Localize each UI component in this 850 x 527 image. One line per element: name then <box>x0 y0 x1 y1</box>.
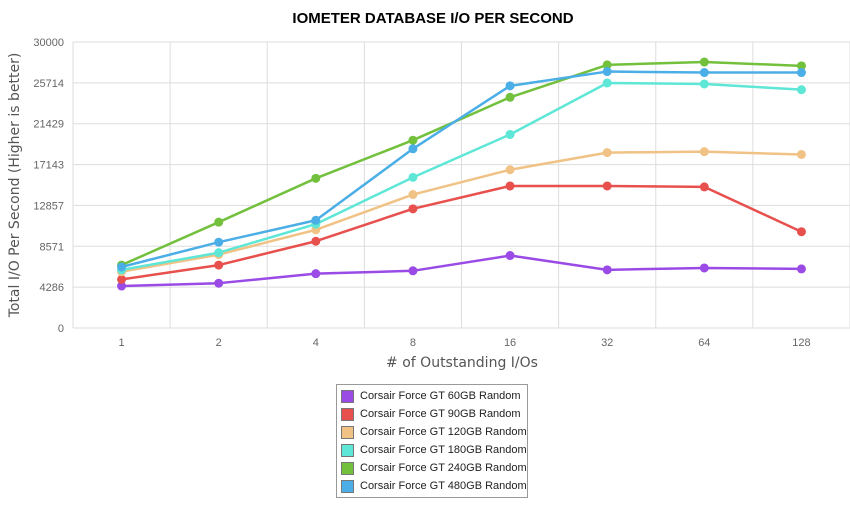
data-point[interactable] <box>699 182 709 192</box>
grid-lines <box>72 41 850 329</box>
data-point[interactable] <box>214 237 224 247</box>
chart-title: IOMETER DATABASE I/O PER SECOND <box>292 10 573 27</box>
legend-swatch <box>341 461 354 475</box>
series-line <box>121 81 802 272</box>
x-tick-label: 1 <box>119 337 125 349</box>
legend-label: Corsair Force GT 90GB Random <box>360 408 521 420</box>
data-point[interactable] <box>699 147 709 157</box>
data-point[interactable] <box>408 190 418 200</box>
data-point[interactable] <box>505 81 515 91</box>
y-axis-ticks: 0 4286 8571 12857 17143 21429 25714 30000 <box>33 37 64 335</box>
series-group <box>117 57 806 291</box>
series-6 <box>117 67 806 272</box>
data-point[interactable] <box>602 60 612 70</box>
data-point[interactable] <box>505 129 515 139</box>
legend-item[interactable]: Corsair Force GT 90GB Random <box>337 405 527 423</box>
y-tick-label: 4286 <box>40 282 64 294</box>
data-point[interactable] <box>214 260 224 270</box>
y-tick-label: 0 <box>58 323 64 335</box>
data-point[interactable] <box>699 68 709 78</box>
data-point[interactable] <box>796 68 806 78</box>
legend-swatch <box>341 443 354 457</box>
legend-swatch <box>341 389 354 403</box>
x-tick-label: 64 <box>698 337 710 349</box>
series-2 <box>117 181 806 284</box>
x-tick-label: 4 <box>313 337 319 349</box>
data-point[interactable] <box>602 148 612 158</box>
series-line <box>121 184 802 281</box>
data-point[interactable] <box>602 78 612 88</box>
series-1 <box>117 251 806 291</box>
data-point[interactable] <box>796 149 806 159</box>
y-axis-title: Total I/O Per Second (Higher is better) <box>7 53 23 319</box>
data-point[interactable] <box>214 248 224 258</box>
data-point[interactable] <box>214 278 224 288</box>
data-point[interactable] <box>796 227 806 237</box>
data-point[interactable] <box>699 57 709 67</box>
legend-item[interactable]: Corsair Force GT 120GB Random <box>337 423 527 441</box>
data-point[interactable] <box>311 269 321 279</box>
data-point[interactable] <box>408 172 418 182</box>
data-point[interactable] <box>602 67 612 77</box>
legend-item[interactable]: Corsair Force GT 180GB Random <box>337 441 527 459</box>
y-tick-label: 30000 <box>33 37 64 49</box>
x-tick-label: 2 <box>216 337 222 349</box>
legend-swatch <box>341 479 354 493</box>
y-tick-label: 8571 <box>40 241 64 253</box>
legend: Corsair Force GT 60GB Random Corsair Forc… <box>336 384 528 498</box>
legend-label: Corsair Force GT 180GB Random <box>360 444 527 456</box>
legend-label: Corsair Force GT 480GB Random <box>360 480 527 492</box>
data-point[interactable] <box>117 274 127 284</box>
y-tick-label: 17143 <box>33 160 64 172</box>
data-point[interactable] <box>505 92 515 102</box>
x-tick-label: 32 <box>601 337 613 349</box>
y-tick-label: 25714 <box>33 78 64 90</box>
legend-item[interactable]: Corsair Force GT 240GB Random <box>337 459 527 477</box>
legend-label: Corsair Force GT 120GB Random <box>360 426 527 438</box>
data-point[interactable] <box>214 217 224 227</box>
x-tick-label: 16 <box>504 337 516 349</box>
data-point[interactable] <box>505 251 515 261</box>
data-point[interactable] <box>311 173 321 183</box>
data-point[interactable] <box>796 85 806 95</box>
data-point[interactable] <box>408 135 418 145</box>
data-point[interactable] <box>117 262 127 272</box>
data-point[interactable] <box>602 181 612 191</box>
legend-swatch <box>341 425 354 439</box>
data-point[interactable] <box>505 181 515 191</box>
series-line <box>121 70 802 269</box>
data-point[interactable] <box>796 264 806 274</box>
legend-item[interactable]: Corsair Force GT 480GB Random <box>337 477 527 495</box>
legend-label: Corsair Force GT 240GB Random <box>360 462 527 474</box>
legend-label: Corsair Force GT 60GB Random <box>360 390 521 402</box>
data-point[interactable] <box>408 266 418 276</box>
data-point[interactable] <box>117 281 127 291</box>
x-axis-ticks: 1 2 4 8 16 32 64 128 <box>119 337 811 349</box>
y-tick-label: 12857 <box>33 200 64 212</box>
series-line <box>121 254 802 288</box>
data-point[interactable] <box>796 61 806 71</box>
x-tick-label: 8 <box>410 337 416 349</box>
data-point[interactable] <box>408 204 418 214</box>
data-point[interactable] <box>602 265 612 275</box>
legend-item[interactable]: Corsair Force GT 60GB Random <box>337 387 527 405</box>
series-line <box>121 150 802 273</box>
data-point[interactable] <box>311 236 321 246</box>
data-point[interactable] <box>699 263 709 273</box>
data-point[interactable] <box>311 215 321 225</box>
legend-swatch <box>341 407 354 421</box>
x-tick-label: 128 <box>792 337 810 349</box>
data-point[interactable] <box>408 144 418 154</box>
data-point[interactable] <box>699 79 709 89</box>
data-point[interactable] <box>505 165 515 175</box>
y-tick-label: 21429 <box>33 119 64 131</box>
x-axis-title: # of Outstanding I/Os <box>386 355 538 371</box>
